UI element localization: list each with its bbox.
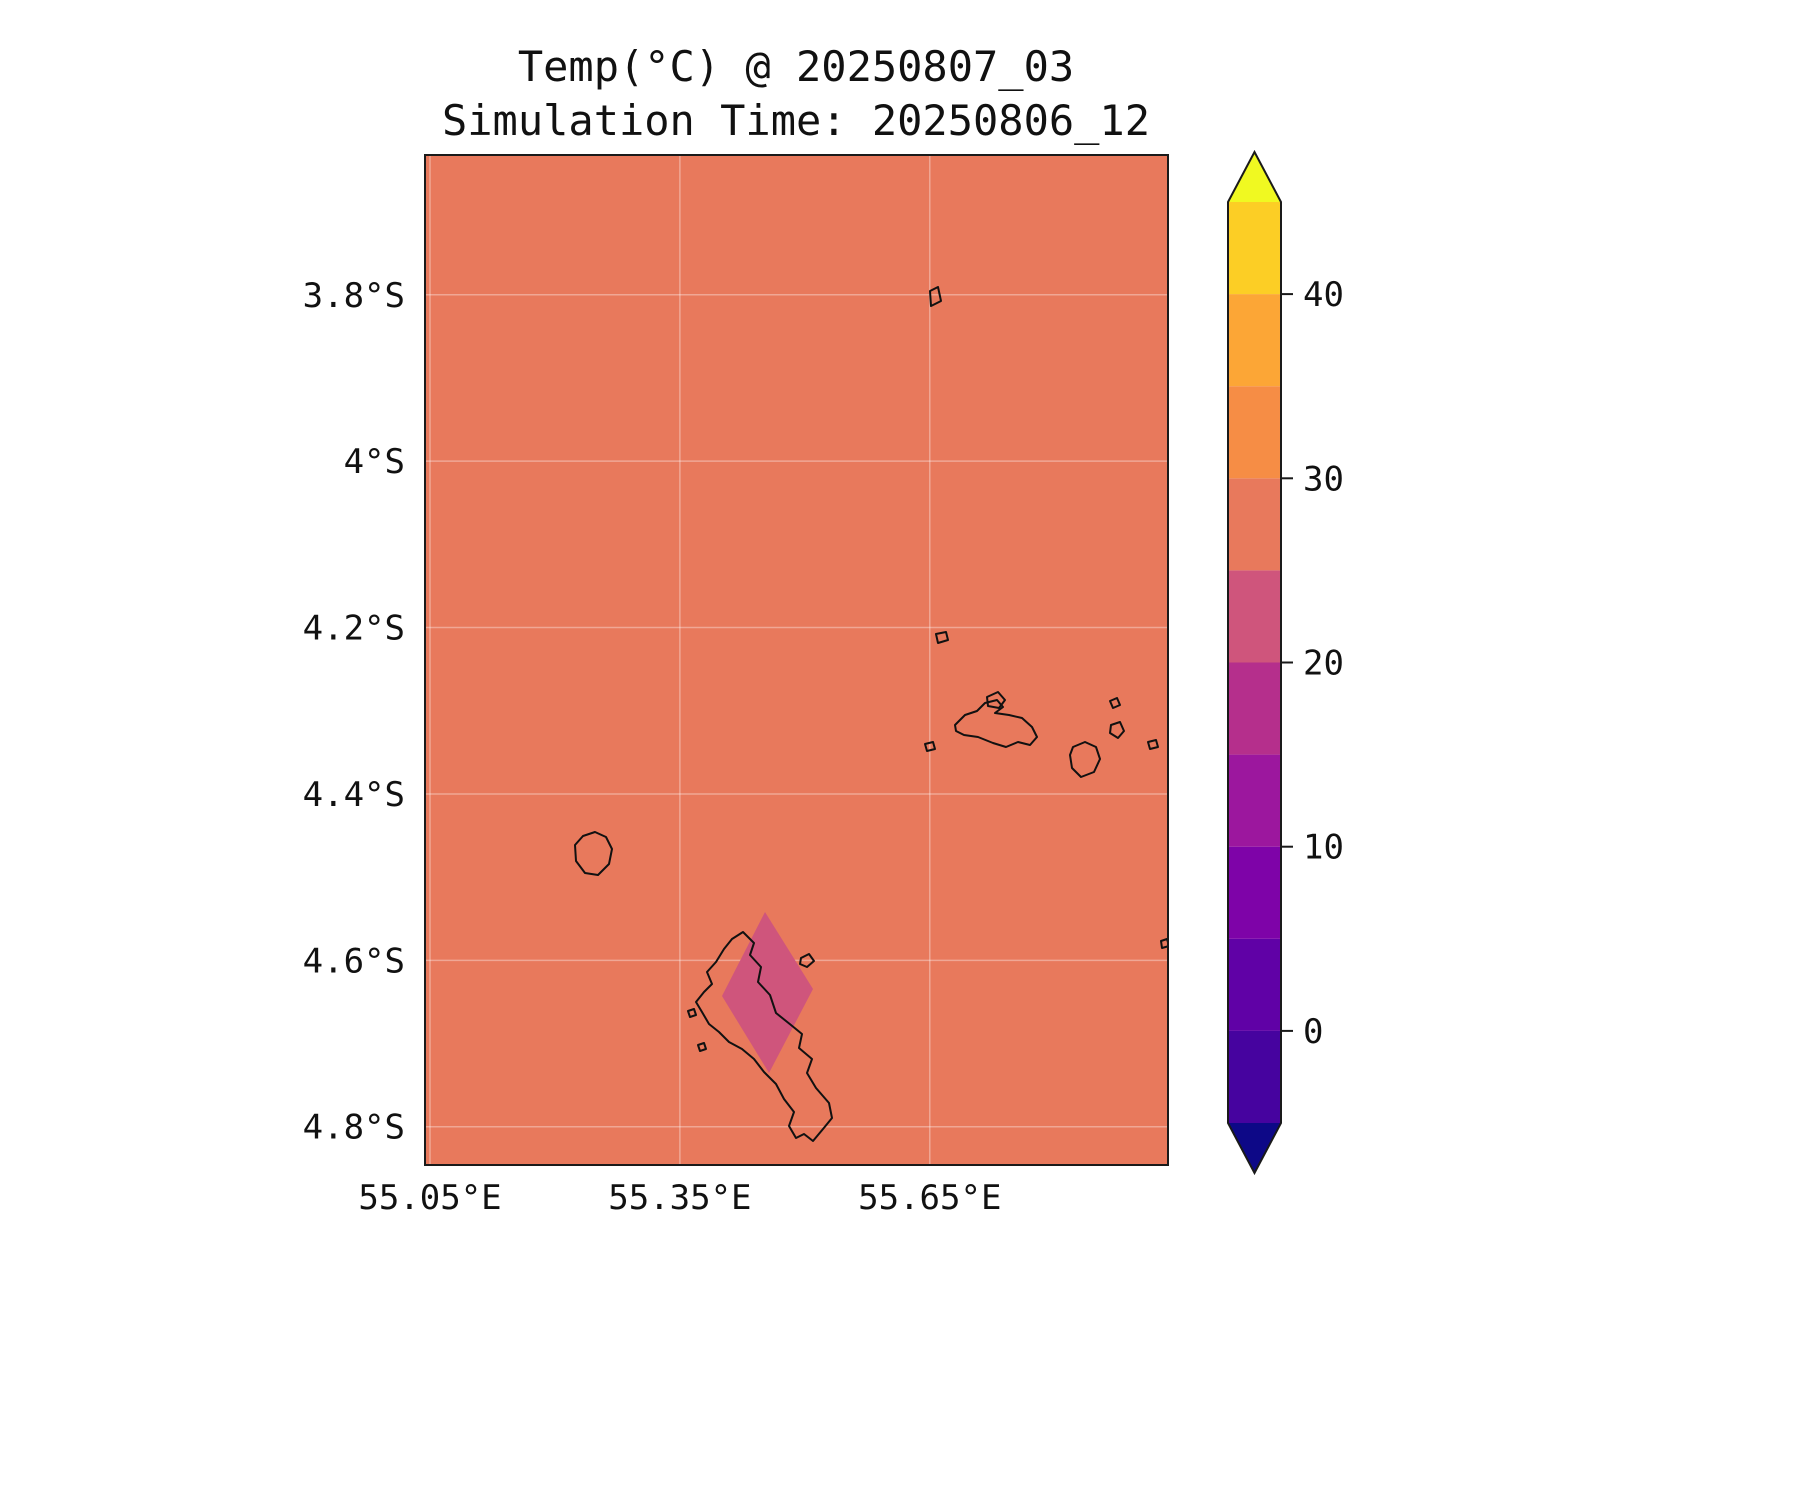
- colorbar-band: [1228, 294, 1281, 387]
- title-block: Temp(°C) @ 20250807_03 Simulation Time: …: [296, 40, 1296, 148]
- map-plot: [425, 155, 1168, 1165]
- coastline-island-praslin: [954, 699, 1038, 748]
- coastline-islet-steanne: [799, 953, 815, 968]
- y-tick-label: 4°S: [344, 442, 405, 482]
- colorbar-band: [1228, 478, 1281, 571]
- colorbar-band: [1228, 846, 1281, 939]
- colorbar-tick-label: 0: [1303, 1012, 1323, 1052]
- coastline-islet-a: [1109, 697, 1121, 709]
- coastline-islet-b: [1109, 721, 1125, 739]
- y-tick-label: 4.4°S: [303, 775, 405, 815]
- coastline-islet-c: [1147, 739, 1159, 750]
- coastline-island-silhouette: [574, 831, 613, 876]
- x-tick-label: 55.35°E: [608, 1178, 751, 1218]
- y-tick-label: 3.8°S: [303, 276, 405, 316]
- coastline-islet-cousin: [924, 741, 936, 752]
- coastline-island-ladigue: [1069, 741, 1101, 778]
- colorbar-extend-under: [1228, 1123, 1281, 1173]
- coastline-islet-curieuse: [986, 691, 1006, 709]
- x-tick-label: 55.05°E: [358, 1178, 501, 1218]
- colorbar-band: [1228, 202, 1281, 295]
- coastline-islet-north: [929, 286, 942, 307]
- coastline-island-mahe: [695, 931, 833, 1142]
- colorbar-tick-label: 40: [1303, 275, 1344, 315]
- coastline-islet-edge: [1160, 938, 1168, 949]
- colorbar-band: [1228, 938, 1281, 1031]
- y-tick-label: 4.8°S: [303, 1108, 405, 1148]
- colorbar-extend-over: [1228, 152, 1281, 202]
- colorbar-tick-label: 30: [1303, 459, 1344, 499]
- y-tick-label: 4.6°S: [303, 941, 405, 981]
- plot-title: Temp(°C) @ 20250807_03: [517, 42, 1075, 91]
- coastline-islet-west-a: [687, 1008, 697, 1018]
- plot-border: [424, 154, 1169, 1166]
- colorbar-band: [1228, 570, 1281, 663]
- plot-subtitle: Simulation Time: 20250806_12: [441, 95, 1150, 145]
- coastline-islet-mid: [935, 631, 949, 644]
- colorbar-band: [1228, 1030, 1281, 1123]
- colorbar-outline: [1227, 149, 1282, 1176]
- y-tick-label: 4.2°S: [303, 609, 405, 649]
- colorbar-band: [1228, 386, 1281, 479]
- colorbar-tick-label: 20: [1303, 644, 1344, 684]
- colorbar-band: [1228, 754, 1281, 847]
- colorbar-band: [1228, 662, 1281, 755]
- coastline-islet-west-b: [697, 1042, 707, 1052]
- colorbar-tick-label: 10: [1303, 828, 1344, 868]
- x-tick-label: 55.65°E: [858, 1178, 1001, 1218]
